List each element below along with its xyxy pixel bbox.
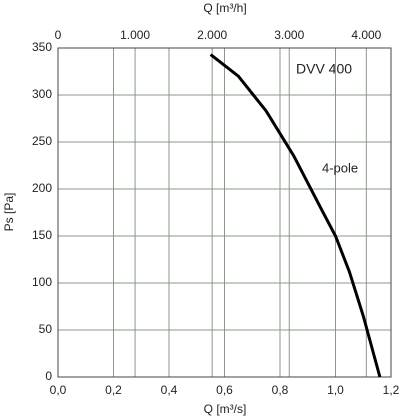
x-tick-label: 0,2 — [105, 383, 122, 397]
y-tick-label: 100 — [32, 275, 52, 289]
x2-tick-label: 4.000 — [351, 28, 381, 42]
x2-axis-label: Q [m³/h] — [203, 1, 246, 15]
x-tick-label: 0,6 — [216, 383, 233, 397]
y-tick-label: 250 — [32, 134, 52, 148]
x-tick-label: 1,0 — [327, 383, 344, 397]
x-tick-label: 0,8 — [272, 383, 289, 397]
x-tick-label: 1,2 — [383, 383, 400, 397]
x-axis-label: Q [m³/s] — [204, 402, 247, 416]
y-tick-label: 350 — [32, 40, 52, 54]
x-tick-label: 0,0 — [50, 383, 67, 397]
chart-title: DVV 400 — [296, 61, 352, 77]
y-tick-label: 0 — [45, 369, 52, 383]
x2-tick-label: 1.000 — [120, 28, 150, 42]
x2-tick-label: 3.000 — [274, 28, 304, 42]
x2-tick-label: 0 — [55, 28, 62, 42]
y-tick-label: 200 — [32, 181, 52, 195]
x2-tick-label: 2.000 — [197, 28, 227, 42]
y-tick-label: 150 — [32, 228, 52, 242]
y-tick-label: 300 — [32, 87, 52, 101]
x-tick-label: 0,4 — [161, 383, 178, 397]
series-label: 4-pole — [322, 160, 358, 175]
plot-frame — [57, 47, 392, 378]
y-tick-label: 50 — [39, 322, 53, 336]
y-axis-label: Ps [Pa] — [2, 193, 16, 232]
curve — [209, 53, 382, 378]
